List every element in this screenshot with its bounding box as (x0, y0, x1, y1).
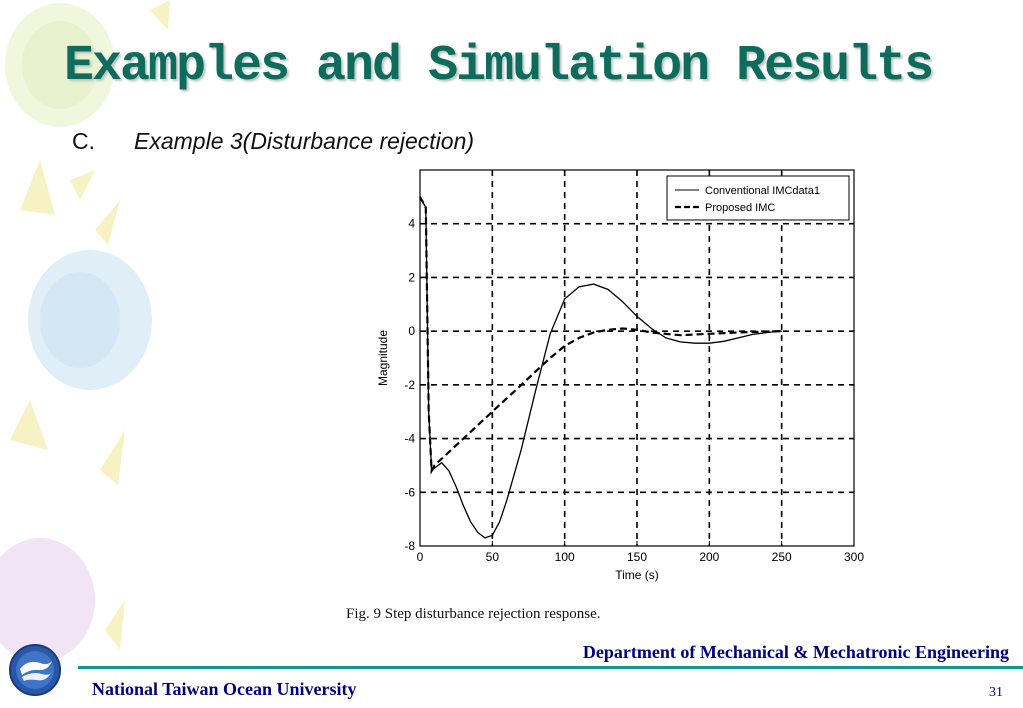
y-tick-label: 2 (408, 270, 415, 284)
slide-title: Examples and Simulation Results (64, 38, 934, 95)
y-tick-label: -6 (404, 485, 415, 499)
x-tick-label: 50 (486, 550, 500, 564)
y-tick-label: 0 (408, 324, 415, 338)
disturbance-rejection-chart: 0 50 100 150 200 250 300 -8 -6 -4 -2 0 2 4 Time (s) Mag… (376, 169, 864, 582)
x-tick-label: 150 (627, 550, 647, 564)
legend-label-1: Conventional IMCdata1 (705, 185, 820, 197)
y-tick-label: -8 (404, 539, 415, 553)
section-title: Example 3(Disturbance rejection) (134, 128, 475, 154)
footer-divider (78, 666, 1023, 669)
x-tick-label: 200 (699, 550, 719, 564)
section-letter: C. (72, 128, 95, 154)
x-tick-label: 250 (772, 550, 792, 564)
department-name: Department of Mechanical & Mechatronic E… (582, 642, 1009, 662)
series-line-2 (419, 196, 782, 475)
page-number: 31 (989, 685, 1003, 700)
series-line-1 (419, 196, 782, 539)
university-name: National Taiwan Ocean University (92, 679, 357, 699)
figure-caption: Fig. 9 Step disturbance rejection respon… (346, 606, 601, 622)
y-tick-label: -4 (404, 432, 415, 446)
y-tick-label: -2 (404, 378, 415, 392)
y-tick-label: 4 (408, 217, 415, 231)
x-tick-label: 100 (555, 550, 575, 564)
x-tick-label: 300 (844, 550, 864, 564)
section-heading: C. Example 3(Disturbance rejection) (72, 128, 474, 155)
x-tick-label: 0 (417, 550, 424, 564)
x-axis-label: Time (s) (615, 568, 659, 582)
legend-label-2: Proposed IMC (705, 202, 775, 214)
chart-legend (666, 175, 850, 221)
y-axis-label: Magnitude (376, 330, 390, 386)
university-logo (9, 644, 61, 696)
